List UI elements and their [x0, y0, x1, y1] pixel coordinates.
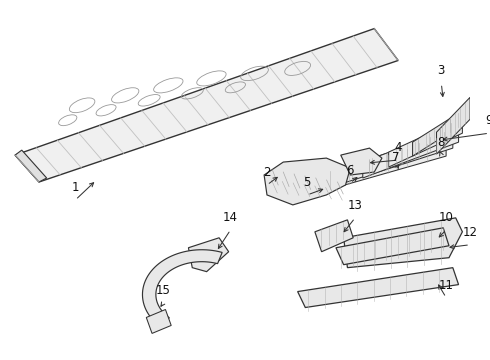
Polygon shape [315, 220, 353, 252]
Text: 4: 4 [394, 141, 402, 154]
Text: 10: 10 [439, 211, 454, 224]
Text: 7: 7 [392, 151, 399, 164]
Text: 1: 1 [72, 181, 79, 194]
Text: 6: 6 [346, 164, 354, 177]
Text: 14: 14 [223, 211, 238, 224]
Polygon shape [341, 132, 453, 184]
Text: 5: 5 [303, 176, 311, 189]
Polygon shape [264, 158, 350, 205]
Text: 13: 13 [348, 199, 363, 212]
Text: 12: 12 [463, 226, 478, 239]
Text: 15: 15 [156, 284, 171, 297]
Polygon shape [147, 310, 171, 333]
Text: 8: 8 [438, 136, 445, 149]
Polygon shape [143, 250, 222, 326]
Polygon shape [15, 28, 398, 182]
Polygon shape [437, 97, 470, 154]
Polygon shape [297, 268, 459, 307]
Text: 3: 3 [438, 64, 445, 77]
Text: 11: 11 [439, 279, 454, 292]
Text: 2: 2 [263, 166, 271, 179]
Text: 9: 9 [486, 114, 490, 127]
Polygon shape [413, 108, 466, 156]
Polygon shape [317, 138, 446, 193]
Polygon shape [189, 238, 229, 272]
Polygon shape [341, 148, 382, 175]
Polygon shape [343, 218, 463, 268]
Polygon shape [336, 228, 449, 265]
Polygon shape [363, 126, 459, 178]
Polygon shape [389, 118, 463, 167]
Polygon shape [15, 150, 47, 182]
